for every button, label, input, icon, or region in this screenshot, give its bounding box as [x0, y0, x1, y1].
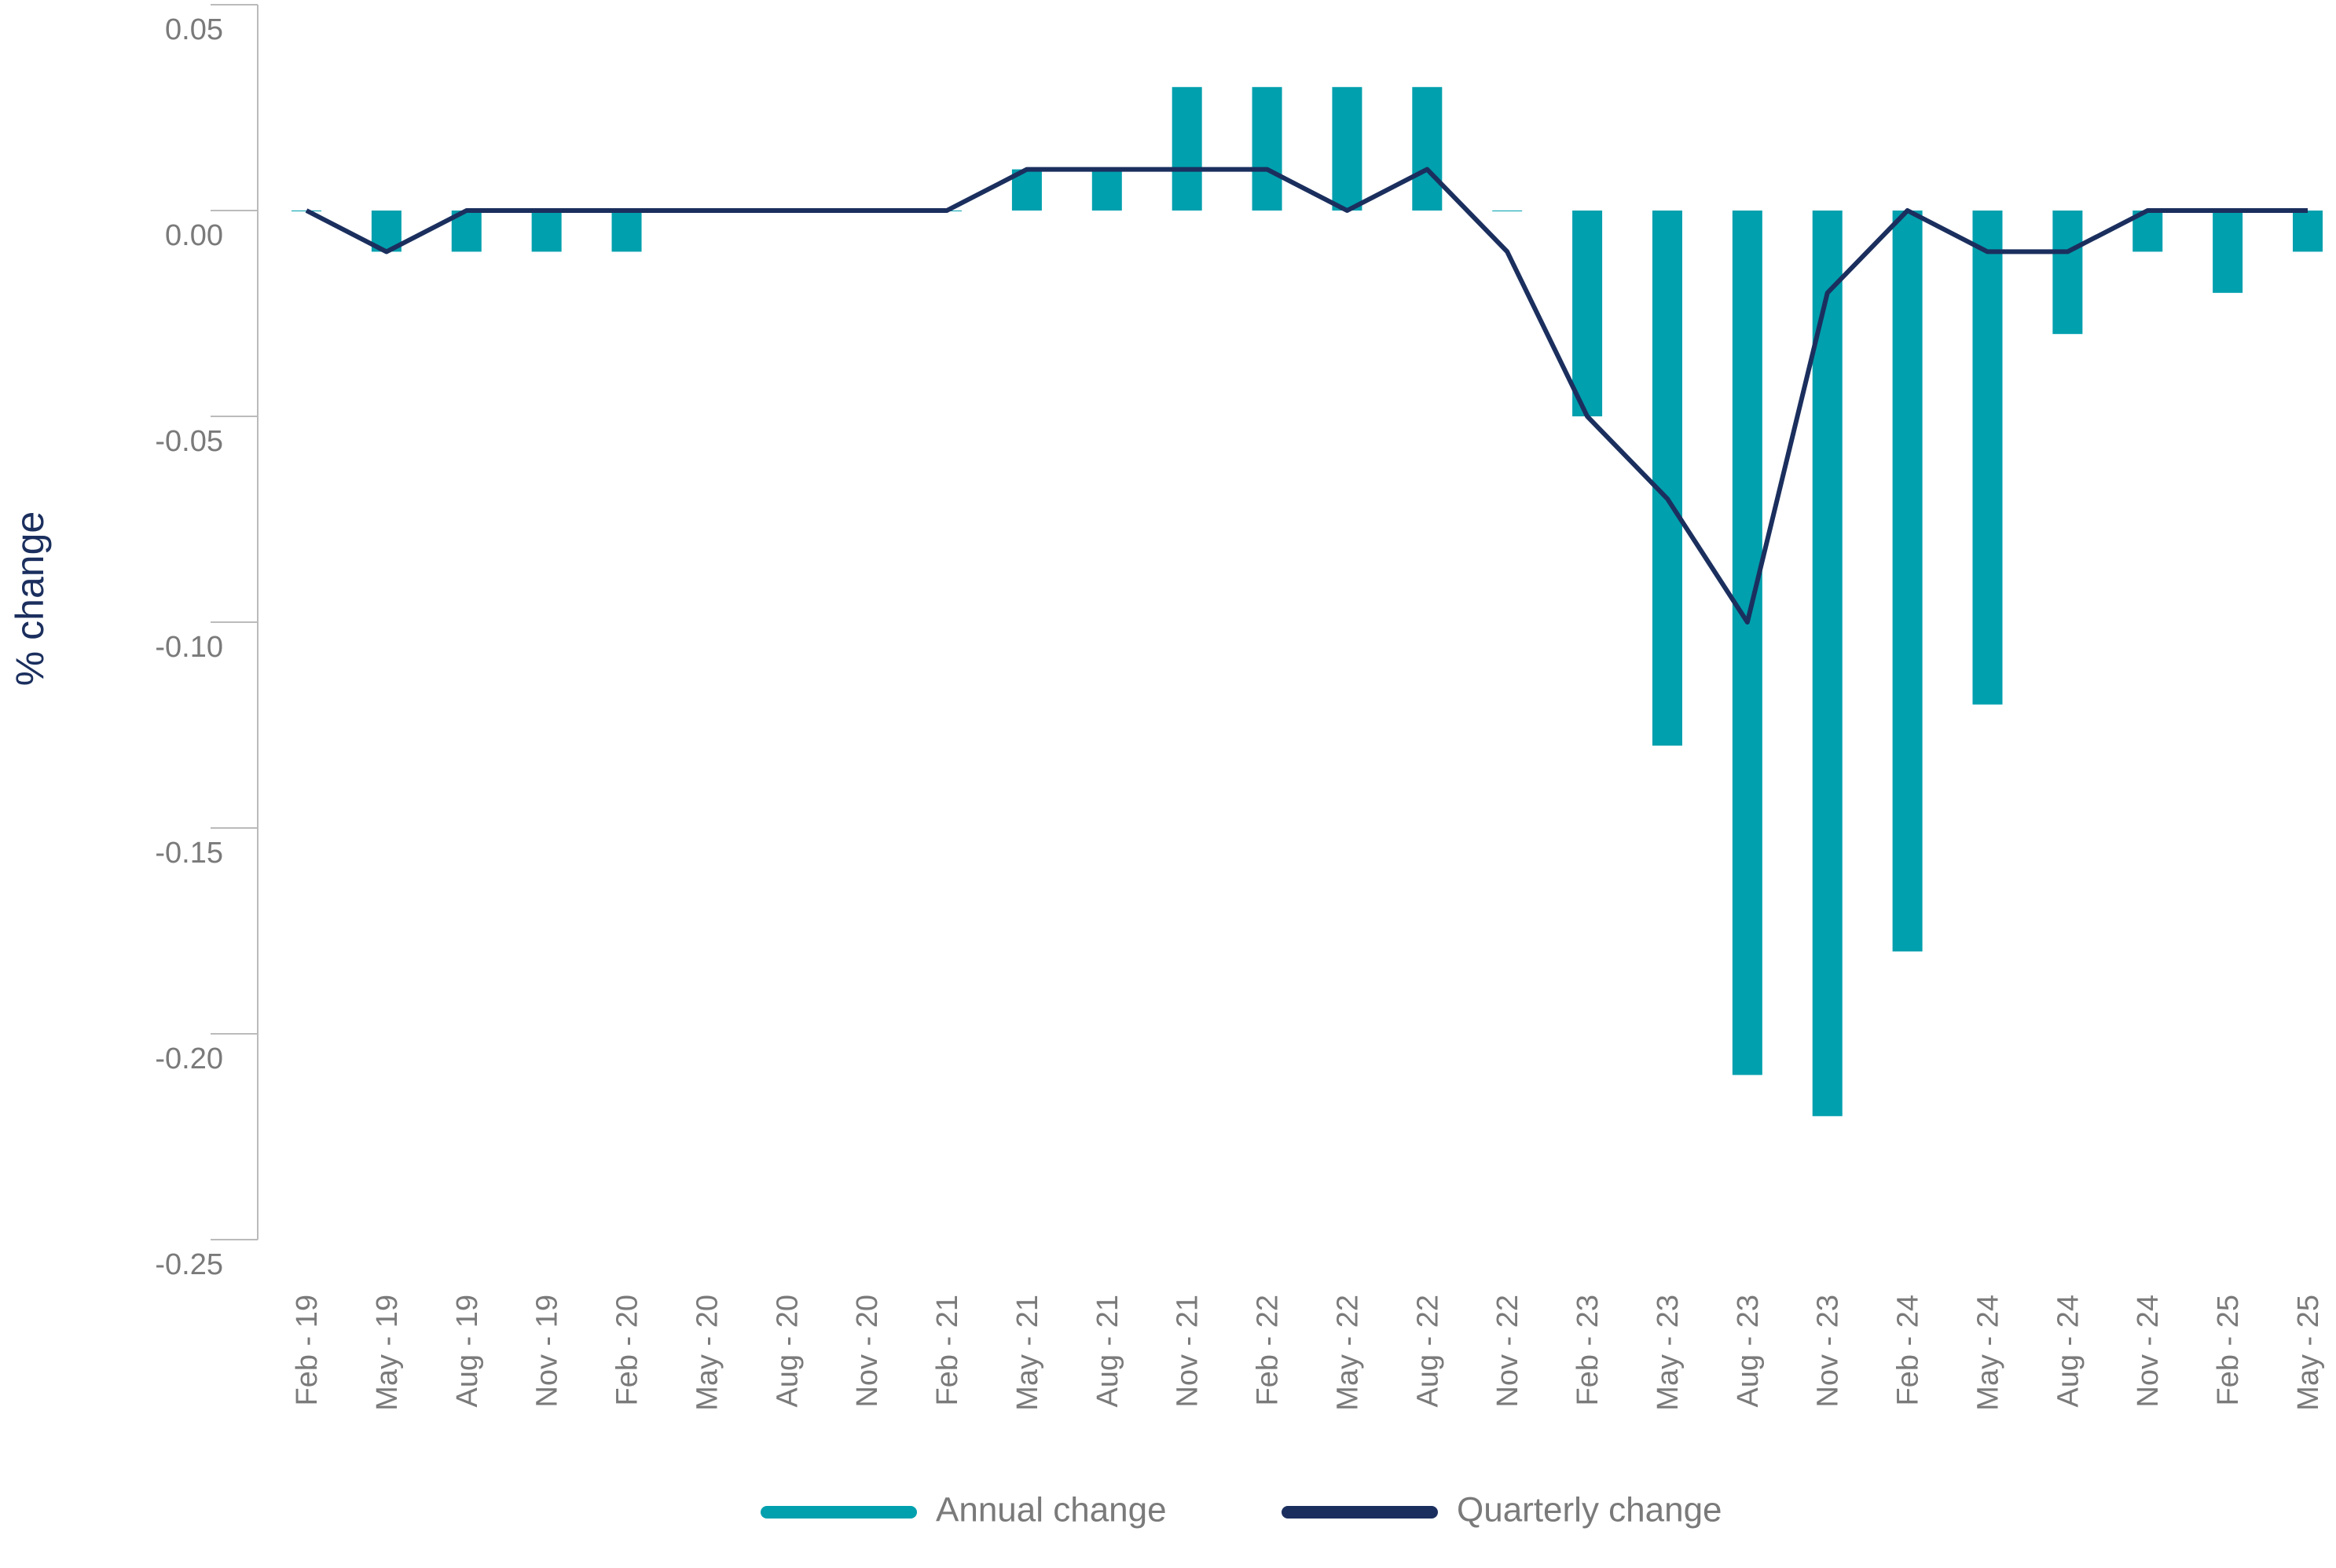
- x-tick-label: May - 25: [2292, 1295, 2325, 1411]
- x-tick-label: Nov - 22: [1491, 1295, 1524, 1408]
- legend-label: Quarterly change: [1457, 1491, 1722, 1530]
- x-tick-label: Feb - 23: [1571, 1295, 1604, 1406]
- y-axis-label: % change: [8, 511, 52, 686]
- x-tick-label: Nov - 19: [531, 1295, 564, 1408]
- x-tick-label: Nov - 20: [851, 1295, 884, 1408]
- bar: [1732, 211, 1762, 1075]
- y-tick-label: -0.10: [155, 631, 223, 664]
- x-tick-label: May - 24: [1971, 1295, 2004, 1411]
- y-tick-label: 0.00: [165, 219, 223, 252]
- bar: [1652, 211, 1682, 746]
- x-tick-label: Aug - 22: [1411, 1295, 1444, 1408]
- x-tick-label: Aug - 21: [1091, 1295, 1124, 1408]
- bar: [1892, 211, 1923, 952]
- y-tick-label: -0.25: [155, 1248, 223, 1281]
- x-tick-label: Feb - 19: [291, 1295, 324, 1406]
- bar: [1412, 86, 1443, 211]
- bar: [531, 211, 562, 252]
- bar: [1252, 86, 1282, 211]
- legend-label: Annual change: [936, 1491, 1167, 1530]
- y-tick-label: 0.05: [165, 13, 223, 46]
- bar: [2213, 211, 2243, 293]
- x-tick-label: May - 19: [371, 1295, 404, 1411]
- x-tick-label: Aug - 20: [771, 1295, 804, 1408]
- x-tick-label: Feb - 20: [611, 1295, 644, 1406]
- x-tick-label: Aug - 19: [451, 1295, 484, 1408]
- y-tick-label: -0.15: [155, 837, 223, 870]
- line: [305, 167, 2308, 625]
- x-tick-label: May - 21: [1011, 1295, 1044, 1411]
- bar: [1172, 86, 1202, 211]
- bar: [1812, 211, 1843, 1116]
- x-tick-label: Feb - 21: [931, 1295, 964, 1406]
- x-tick-label: Nov - 24: [2132, 1295, 2165, 1408]
- x-tick-label: May - 22: [1331, 1295, 1364, 1411]
- x-tick-label: Aug - 23: [1732, 1295, 1765, 1408]
- bar: [1091, 169, 1122, 211]
- bar: [2052, 211, 2083, 335]
- x-tick-label: May - 20: [691, 1295, 724, 1411]
- x-tick-label: Feb - 24: [1892, 1295, 1925, 1406]
- bar: [1972, 211, 2003, 705]
- bar: [611, 211, 642, 252]
- y-tick-label: -0.05: [155, 425, 223, 458]
- x-tick-label: Nov - 23: [1812, 1295, 1845, 1408]
- x-tick-label: Feb - 22: [1252, 1295, 1285, 1406]
- x-tick-label: May - 23: [1652, 1295, 1685, 1411]
- bar: [1572, 211, 1603, 416]
- x-tick-label: Nov - 21: [1172, 1295, 1205, 1408]
- bar: [1332, 86, 1362, 211]
- y-tick-label: -0.20: [155, 1042, 223, 1075]
- x-tick-label: Feb - 25: [2212, 1295, 2245, 1406]
- bar: [2293, 211, 2323, 252]
- x-tick-label: Aug - 24: [2052, 1295, 2085, 1408]
